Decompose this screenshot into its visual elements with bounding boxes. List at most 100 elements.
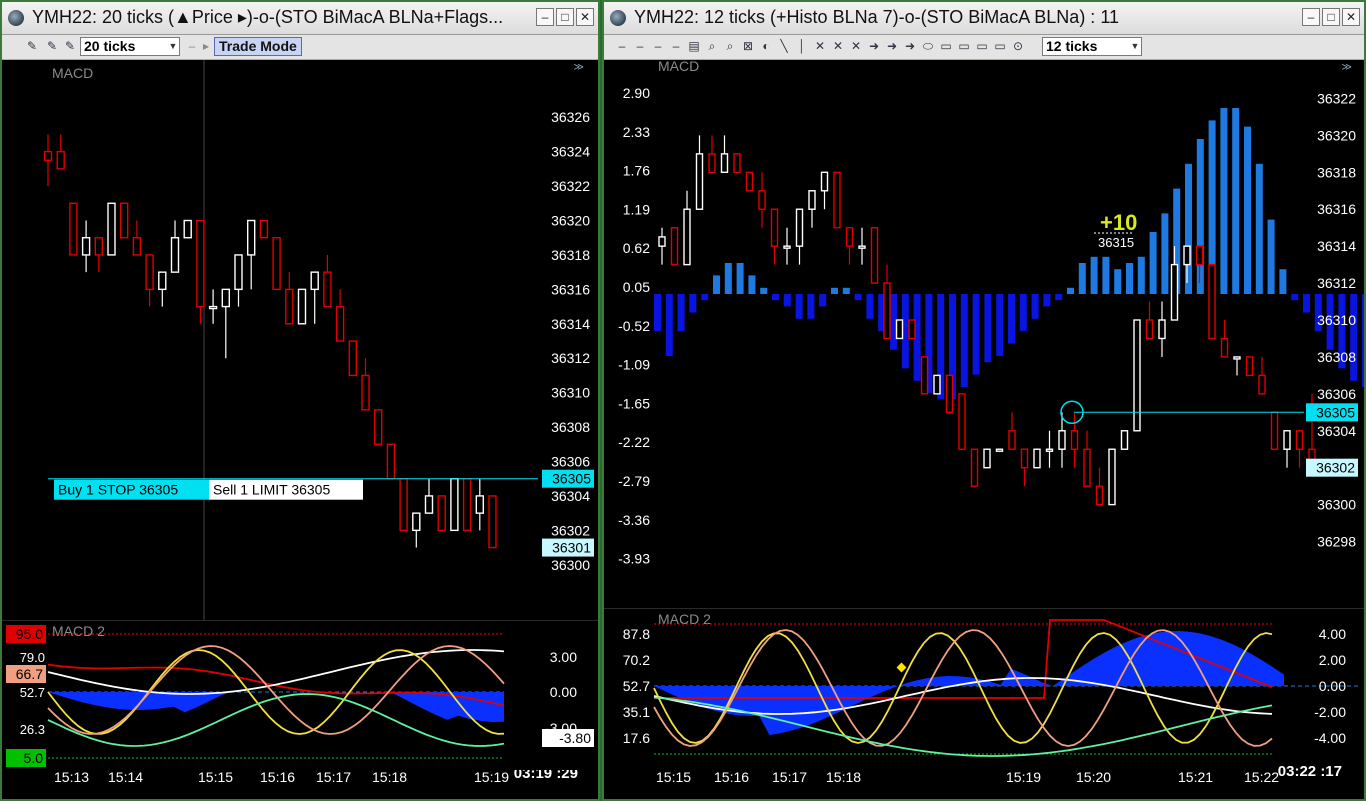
histogram-bar (1114, 269, 1122, 294)
color-icon[interactable]: ◐ (762, 39, 770, 53)
arrow-right-icon[interactable]: ➜ (886, 39, 898, 53)
maximize-button[interactable]: □ (1322, 8, 1340, 26)
candle-body (970, 448, 979, 487)
candle-body (808, 190, 816, 210)
candle-body (845, 226, 854, 247)
timeframe-select[interactable]: 20 ticks ▼ (80, 37, 180, 56)
candle-body (208, 305, 218, 310)
right-chart-window[interactable]: YMH22: 12 ticks (+Histo BLNa 7)-o-(STO B… (602, 0, 1366, 801)
right-macd2-panel[interactable]: MACD 2 87.8 70.2 52.7 35.1 17.6 4.00 2.00 0.00 -2… (604, 608, 1364, 760)
histogram-bar (925, 294, 933, 394)
sub-axis-right-label: 4.00 (1319, 626, 1346, 642)
candle-body (870, 226, 879, 284)
macd2-line (654, 619, 1273, 699)
candle-body (297, 288, 307, 325)
minimize-button[interactable]: – (536, 8, 554, 26)
histogram-bar (748, 275, 756, 294)
left-title-bar[interactable]: YMH22: 20 ticks (▲Price ▸)-o-(STO BiMacA… (2, 2, 598, 35)
right-price-chart[interactable]: MACD ≫ 2.90 2.33 1.76 1.19 0.62 0.05 -0.52 -1.09 -… (604, 60, 1364, 606)
candle-body (983, 448, 991, 469)
arrow-right-icon[interactable]: ➜ (904, 39, 916, 53)
price-axis-label: 36308 (1317, 349, 1356, 365)
trendline-icon[interactable]: ╲ (780, 39, 788, 53)
histogram-bar (1161, 213, 1169, 294)
price-axis-label: 36310 (551, 385, 590, 401)
histogram-bar (1291, 294, 1299, 301)
macd2-panel-label: MACD 2 (52, 623, 105, 639)
candle-body (1008, 430, 1016, 450)
calendar-icon[interactable]: ▤ (688, 39, 700, 53)
close-button[interactable]: ✕ (1342, 8, 1360, 26)
left-time-axis: 15:13 15:14 15:15 15:16 15:17 15:18 15:19 03:19… (54, 770, 578, 785)
candle-body (1095, 485, 1104, 506)
macd2-line (47, 649, 505, 735)
level-tag-95: 95.0 (16, 626, 43, 642)
histogram-axis-label: 0.05 (623, 279, 650, 295)
level-tag-66: 66.7 (16, 666, 43, 682)
delete-icon[interactable]: ✕ (850, 39, 862, 53)
time-axis-label: 15:18 (826, 769, 861, 785)
histogram-bar (937, 294, 945, 400)
dash-icon[interactable]: – (654, 39, 662, 53)
candle-body (770, 208, 779, 247)
histogram-bar (1149, 232, 1157, 294)
candle-body (945, 374, 954, 414)
close-button[interactable]: ✕ (576, 8, 594, 26)
collapse-icon: ≫ (1342, 62, 1352, 73)
zoom-in-icon[interactable]: ⌕ (708, 39, 716, 53)
candle-body (1133, 319, 1141, 432)
histogram-axis-label: -2.22 (618, 434, 650, 450)
time-axis-label: 15:20 (1076, 769, 1111, 785)
timeframe-select[interactable]: 12 ticks ▼ (1042, 37, 1142, 56)
histogram-bar (1031, 294, 1039, 319)
histogram-bar (1267, 219, 1275, 294)
price-axis-label: 36306 (551, 454, 590, 470)
left-macd2-panel[interactable]: MACD 2 79.0 52.7 26.3 95.0 66.7 5.0 3.00 0.00 -3.… (2, 620, 598, 770)
minimize-button[interactable]: – (1302, 8, 1320, 26)
candle-body (933, 374, 941, 395)
rectangle-icon[interactable]: ▭ (994, 39, 1006, 53)
dash-icon[interactable]: – (618, 39, 626, 53)
grid-icon[interactable]: ⊠ (742, 39, 754, 53)
candle-body (1245, 356, 1254, 377)
macd2-panel-label: MACD 2 (658, 611, 711, 627)
histogram-bar (1279, 269, 1287, 294)
candle-body (1233, 356, 1241, 360)
candle-body (1220, 337, 1229, 358)
left-chart-window[interactable]: YMH22: 20 ticks (▲Price ▸)-o-(STO BiMacA… (0, 0, 600, 801)
candle-body (158, 271, 167, 291)
candle-body (145, 254, 154, 291)
rectangle-icon[interactable]: ▭ (940, 39, 952, 53)
target-icon[interactable]: ⊙ (1012, 39, 1024, 53)
sub-axis-left-label: 52.7 (20, 685, 45, 700)
delete-icon[interactable]: ✕ (832, 39, 844, 53)
histogram-bar (1090, 256, 1098, 294)
level-tag-5: 5.0 (24, 750, 44, 766)
candle-body (399, 478, 408, 532)
maximize-button[interactable]: □ (556, 8, 574, 26)
delete-icon[interactable]: ✕ (814, 39, 826, 53)
candle-body (107, 202, 116, 256)
ellipse-icon[interactable]: ⬭ (922, 39, 934, 53)
rectangle-icon[interactable]: ▭ (976, 39, 988, 53)
dash-icon[interactable]: – (636, 39, 644, 53)
time-axis-label: 15:15 (198, 770, 233, 785)
candle-body (783, 245, 791, 249)
dash-icon[interactable]: – (672, 39, 680, 53)
left-window-title: YMH22: 20 ticks (▲Price ▸)-o-(STO BiMacA… (32, 7, 504, 27)
pencil-icon[interactable]: ✎ (46, 39, 58, 53)
vertical-line-icon[interactable]: │ (798, 39, 806, 53)
arrow-right-icon[interactable]: ➜ (868, 39, 880, 53)
pencil-icon[interactable]: ✎ (64, 39, 76, 53)
histogram-bar (1019, 294, 1027, 332)
trade-mode-button[interactable]: Trade Mode (214, 37, 302, 56)
pencil-icon[interactable]: ✎ (26, 39, 38, 53)
histogram-bar (901, 294, 909, 369)
right-time-axis: 15:15 15:16 15:17 15:18 15:19 15:20 15:21 15:22… (656, 763, 1342, 785)
left-price-chart[interactable]: MACD ≫ 36326 36324 36322 36320 36318 36316 36314… (2, 60, 598, 620)
buy-stop-order-label: Buy 1 STOP 36305 (58, 482, 178, 498)
zoom-out-icon[interactable]: ⌕ (726, 39, 734, 53)
rectangle-icon[interactable]: ▭ (958, 39, 970, 53)
right-title-bar[interactable]: YMH22: 12 ticks (+Histo BLNa 7)-o-(STO B… (604, 2, 1364, 35)
time-axis-label: 15:18 (372, 770, 407, 785)
